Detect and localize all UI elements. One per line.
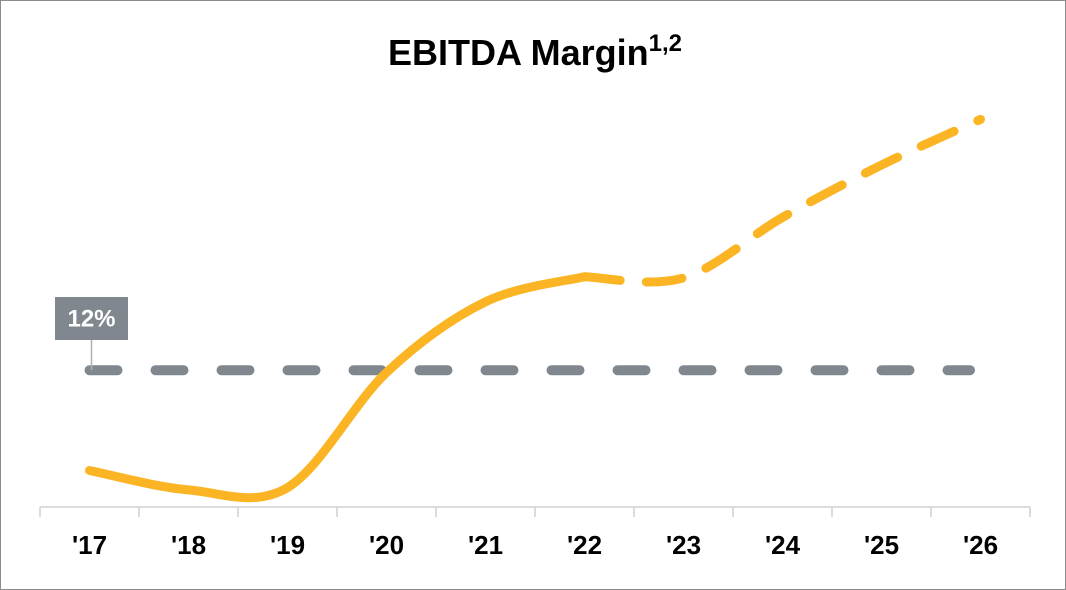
x-tick-label: '22: [567, 530, 602, 560]
title-superscript: 1,2: [649, 30, 682, 57]
title-text: EBITDA Margin: [388, 32, 649, 73]
x-tick-label: '18: [171, 530, 206, 560]
series-line: [85, 272, 589, 503]
chart-title: EBITDA Margin1,2: [388, 30, 682, 72]
x-tick-label: '17: [72, 530, 107, 560]
x-tick-label: '24: [765, 530, 801, 560]
x-tick-label: '20: [369, 530, 404, 560]
x-tick-label: '26: [963, 530, 998, 560]
series-line: [580, 114, 985, 287]
x-tick-label: '19: [270, 530, 305, 560]
reference-label-box: [55, 297, 128, 340]
x-tick-label: '25: [864, 530, 899, 560]
x-tick-label: '23: [666, 530, 701, 560]
reference-label: 12%: [67, 305, 115, 332]
x-tick-label: '21: [468, 530, 503, 560]
